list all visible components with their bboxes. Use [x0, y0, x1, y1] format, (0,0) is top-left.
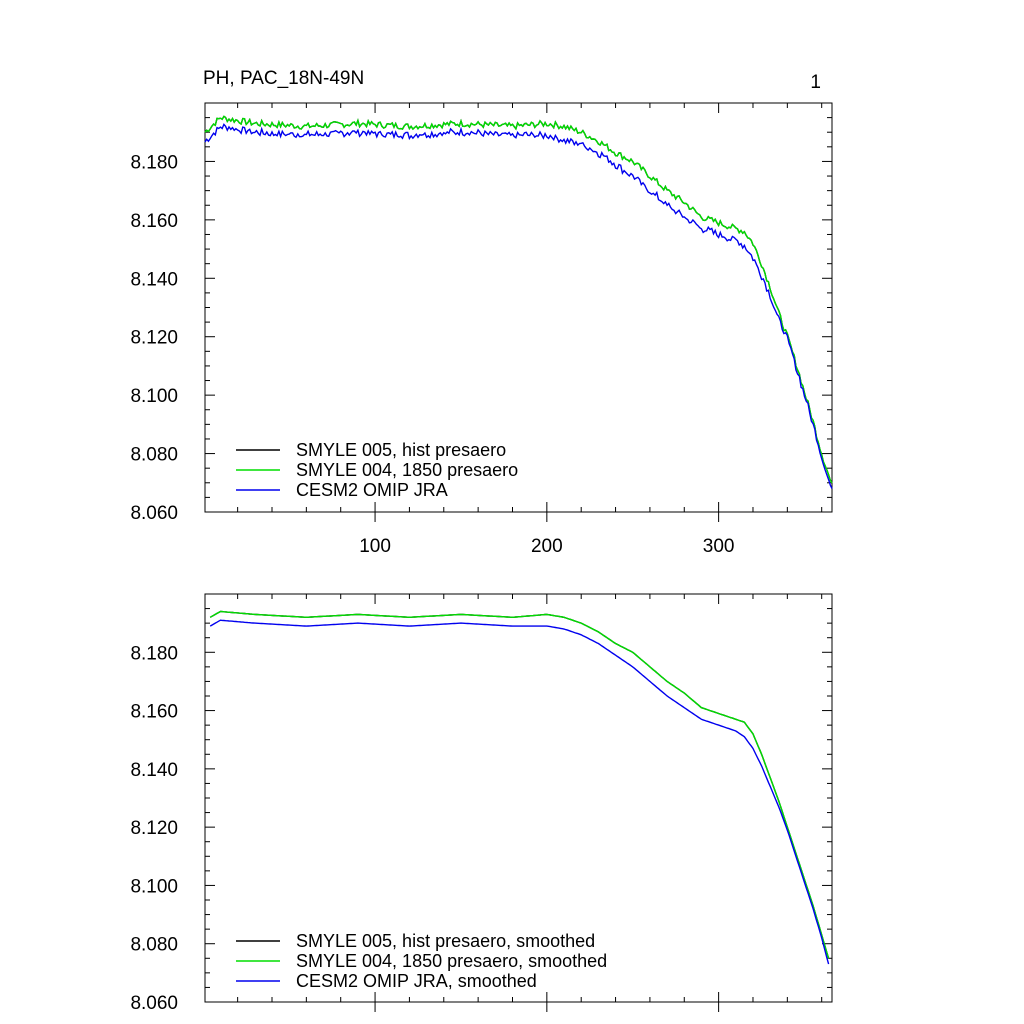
- y-tick-label: 8.180: [130, 643, 178, 664]
- legend-label: CESM2 OMIP JRA: [296, 480, 448, 500]
- legend-label: SMYLE 005, hist presaero: [296, 440, 506, 460]
- y-tick-label: 8.060: [130, 993, 178, 1014]
- top-panel: 8.060 8.080 8.100 8.120 8.140 8.160 8.180 100 20…: [130, 102, 833, 557]
- y-tick-label: 8.140: [130, 760, 178, 781]
- x-tick-label: 200: [531, 536, 563, 557]
- y-tick-label: 8.100: [130, 876, 178, 897]
- x-tick-label: 300: [703, 536, 735, 557]
- y-tick-label: 8.120: [130, 328, 178, 349]
- legend-label: SMYLE 004, 1850 presaero: [296, 460, 518, 480]
- series-line: [204, 123, 833, 489]
- y-tick-label: 8.140: [130, 269, 178, 290]
- y-tick-label: 8.180: [130, 152, 178, 173]
- x-tick-label: 100: [359, 536, 391, 557]
- legend-label: CESM2 OMIP JRA, smoothed: [296, 971, 537, 991]
- legend-label: SMYLE 005, hist presaero, smoothed: [296, 931, 595, 951]
- y-tick-label: 8.100: [130, 386, 178, 407]
- series-line: [209, 610, 830, 959]
- y-tick-label: 8.080: [130, 445, 178, 466]
- y-tick-label: 8.120: [130, 818, 178, 839]
- y-tick-label: 8.160: [130, 211, 178, 232]
- legend-label: SMYLE 004, 1850 presaero, smoothed: [296, 951, 607, 971]
- series-line: [209, 619, 830, 965]
- bottom-panel: 8.060 8.080 8.100 8.120 8.140 8.160 8.180 SMYLE…: [130, 593, 833, 1014]
- y-tick-label: 8.160: [130, 702, 178, 723]
- y-tick-label: 8.060: [130, 503, 178, 524]
- figure-title: PH, PAC_18N-49N: [203, 68, 364, 89]
- panel-number-label: 1: [810, 72, 821, 93]
- series-line: [204, 115, 833, 484]
- series-line: [204, 115, 833, 484]
- series-line: [209, 610, 830, 959]
- y-tick-label: 8.080: [130, 935, 178, 956]
